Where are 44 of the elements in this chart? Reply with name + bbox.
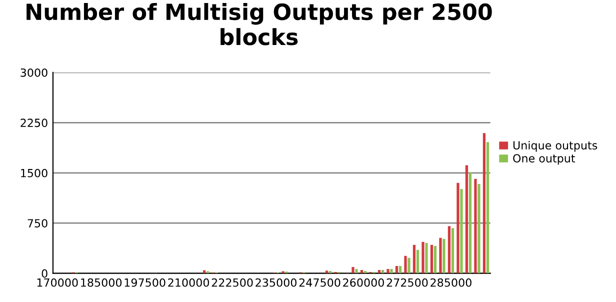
- y-tick-label: 3000: [20, 68, 48, 77]
- x-tick-label: 272500: [386, 278, 428, 287]
- bar: [465, 165, 468, 274]
- bar: [390, 268, 393, 274]
- y-tick-label: 2250: [20, 118, 48, 128]
- y-tick-label: 0: [42, 269, 48, 278]
- x-tick-label: 285000: [430, 278, 472, 287]
- bar: [486, 142, 490, 274]
- bar: [425, 242, 428, 274]
- bar: [412, 244, 416, 274]
- bar: [474, 178, 477, 274]
- bar: [448, 226, 451, 274]
- x-tick-label: 260000: [343, 278, 384, 287]
- x-tick-label: 197500: [124, 278, 166, 287]
- bar: [442, 238, 446, 274]
- x-tick-label: 222500: [212, 278, 253, 287]
- bar: [395, 266, 398, 274]
- y-tick-label: 1500: [21, 168, 48, 178]
- bar: [478, 184, 480, 274]
- bar: [398, 266, 402, 274]
- bar: [482, 133, 486, 274]
- legend-label: Unique outputs: [513, 140, 598, 152]
- bar: [352, 266, 354, 274]
- bar: [422, 242, 424, 274]
- bar: [430, 244, 434, 274]
- x-tick-label: 247500: [299, 278, 340, 287]
- bar: [456, 182, 460, 274]
- x-tick-label: 235000: [256, 278, 296, 287]
- bar: [451, 228, 454, 274]
- bar: [408, 258, 410, 274]
- x-tick-label: 170000: [37, 278, 78, 287]
- bar: [434, 246, 437, 274]
- chart-title: Number of Multisig Outputs per 2500 blocks: [26, 3, 492, 46]
- bar: [404, 256, 407, 274]
- bar: [416, 250, 420, 274]
- x-tick-label: 210000: [168, 278, 210, 287]
- bar: [355, 268, 358, 274]
- y-tick-label: 750: [28, 219, 48, 228]
- bar: [468, 172, 472, 274]
- bar: [386, 268, 390, 274]
- legend-label: One output: [513, 154, 576, 165]
- x-tick-label: 185000: [81, 278, 122, 287]
- bar: [460, 188, 463, 274]
- bar: [439, 238, 442, 274]
